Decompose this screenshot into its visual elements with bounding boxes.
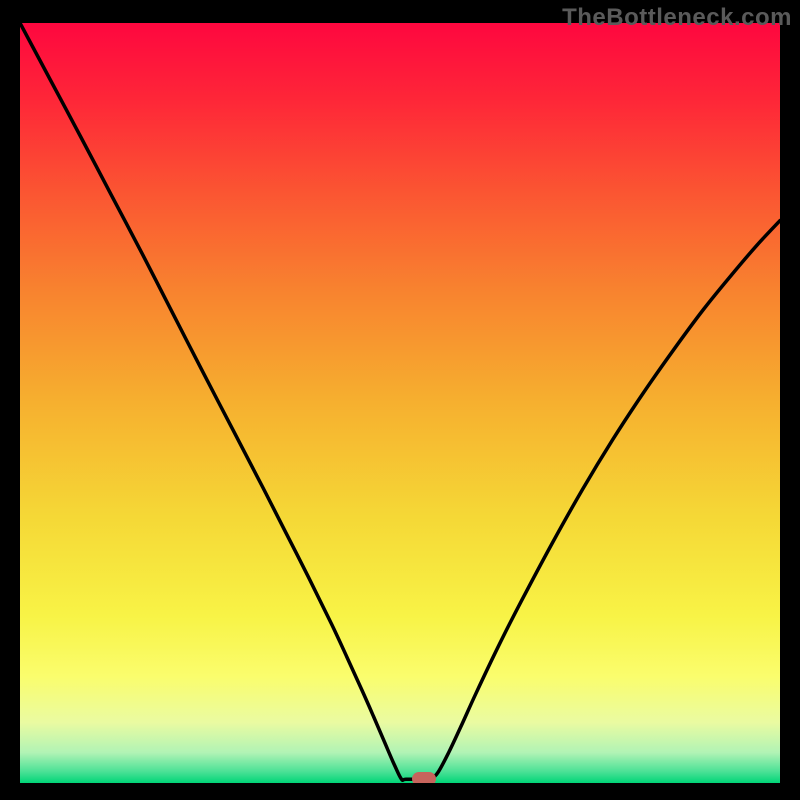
plot-area [20, 23, 780, 783]
watermark-text: TheBottleneck.com [562, 4, 792, 32]
bottleneck-curve [20, 23, 780, 783]
stage: TheBottleneck.com [0, 0, 800, 800]
optimal-point-marker [412, 772, 436, 783]
curve-path [20, 23, 780, 780]
